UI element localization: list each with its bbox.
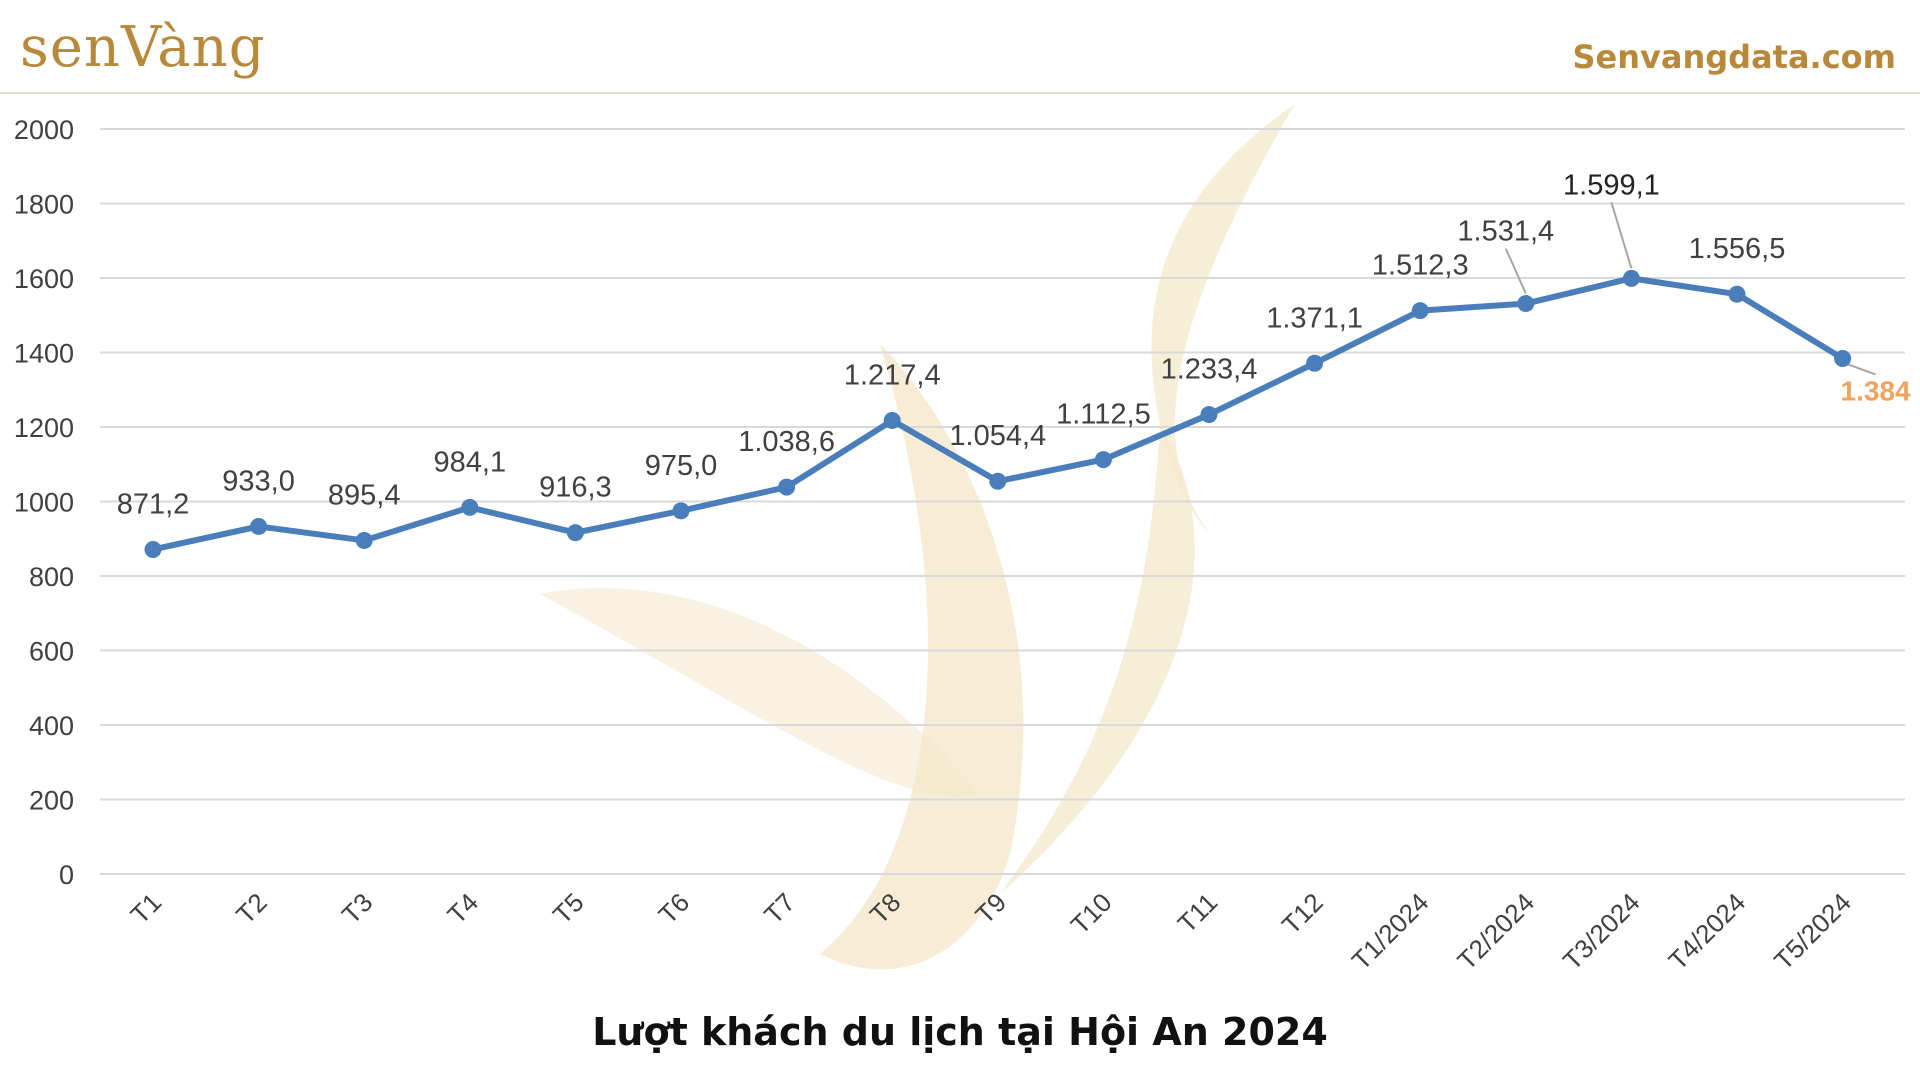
y-tick-label: 1000 — [14, 488, 74, 518]
x-tick-label: T3/2024 — [1557, 887, 1646, 976]
y-tick-label: 1600 — [14, 264, 74, 294]
data-label: 1.112,5 — [1056, 399, 1151, 431]
data-label: 1.371,1 — [1266, 302, 1363, 334]
data-label: 1.599,1 — [1563, 169, 1660, 201]
grid-lines — [100, 128, 1905, 875]
x-tick-label: T2 — [230, 887, 273, 930]
data-point — [1517, 295, 1535, 313]
data-point — [461, 498, 479, 516]
data-label: 916,3 — [539, 472, 612, 504]
series-polyline — [150, 275, 1846, 553]
series-line — [150, 275, 1846, 553]
x-tick-label: T6 — [653, 887, 696, 930]
data-label: 933,0 — [222, 465, 295, 497]
data-label: 1.233,4 — [1161, 354, 1258, 386]
x-tick-label: T4/2024 — [1663, 887, 1752, 976]
x-tick-label: T1/2024 — [1346, 887, 1435, 976]
data-label: 1.531,4 — [1457, 216, 1554, 248]
data-label: 1.054,4 — [949, 420, 1046, 452]
y-tick-label: 1400 — [14, 339, 74, 369]
data-label: 1.512,3 — [1372, 250, 1469, 282]
x-tick-label: T5 — [547, 887, 590, 930]
y-tick-label: 600 — [29, 637, 74, 667]
data-label: 871,2 — [117, 488, 190, 520]
brand-logo: senVàng — [20, 15, 266, 80]
data-label: 1.038,6 — [738, 426, 835, 458]
data-point — [1094, 451, 1112, 469]
label-leader-line — [1610, 202, 1633, 269]
data-point — [1200, 406, 1218, 424]
data-point — [672, 502, 690, 520]
data-point — [1306, 354, 1324, 372]
data-point — [1622, 269, 1640, 287]
site-link[interactable]: Senvangdata.com — [1572, 38, 1896, 76]
y-tick-label: 2000 — [14, 115, 74, 145]
data-point — [989, 472, 1007, 490]
y-tick-label: 400 — [29, 711, 74, 741]
y-axis-ticks: 0 200 400 600 800 1000 1200 1400 1600 1800 2000 — [14, 115, 74, 890]
data-label: 895,4 — [328, 479, 401, 511]
data-point — [1834, 349, 1852, 367]
data-label-highlight: 1.384 — [1841, 375, 1911, 406]
data-label: 1.556,5 — [1689, 233, 1786, 265]
y-tick-label: 1200 — [14, 413, 74, 443]
x-tick-label: T11 — [1172, 887, 1224, 939]
data-label: 984,1 — [434, 446, 507, 478]
data-point — [883, 412, 901, 430]
line-chart: 0 200 400 600 800 1000 1200 1400 1600 1800 2000 T1… — [14, 104, 1911, 976]
x-tick-label: T10 — [1065, 887, 1118, 940]
x-tick-label: T7 — [758, 887, 801, 930]
x-tick-label: T5/2024 — [1768, 887, 1857, 976]
data-labels: 871,2 933,0 895,4 984,1 916,3 975,0 1.038,6 1.2… — [117, 169, 1911, 520]
data-point — [778, 478, 796, 496]
x-axis-ticks: T1 T2 T3 T4 T5 T6 T7 T8 T9 T10 T11 T12 T1/2024 T2/202… — [125, 887, 1857, 976]
x-tick-label: T4 — [441, 887, 484, 930]
data-point — [1411, 302, 1429, 320]
header-bar: senVàng Senvangdata.com — [0, 0, 1920, 94]
x-tick-label: T1 — [125, 887, 168, 930]
data-label: 1.217,4 — [844, 360, 941, 392]
y-tick-label: 800 — [29, 562, 74, 592]
x-tick-label: T12 — [1276, 887, 1329, 940]
x-tick-label: T3 — [336, 887, 379, 930]
data-point — [1728, 285, 1746, 303]
y-tick-label: 1800 — [14, 190, 74, 220]
y-tick-label: 200 — [29, 786, 74, 816]
data-point — [566, 524, 584, 542]
label-leader-line — [1504, 248, 1527, 294]
chart-caption: Lượt khách du lịch tại Hội An 2024 — [592, 1010, 1328, 1054]
data-point — [355, 531, 373, 549]
data-point — [144, 540, 162, 558]
y-tick-label: 0 — [59, 860, 74, 890]
data-points — [144, 269, 1852, 558]
data-point — [250, 517, 268, 535]
x-tick-label: T2/2024 — [1451, 887, 1540, 976]
data-label: 975,0 — [645, 450, 718, 482]
watermark-logo — [540, 104, 1295, 970]
